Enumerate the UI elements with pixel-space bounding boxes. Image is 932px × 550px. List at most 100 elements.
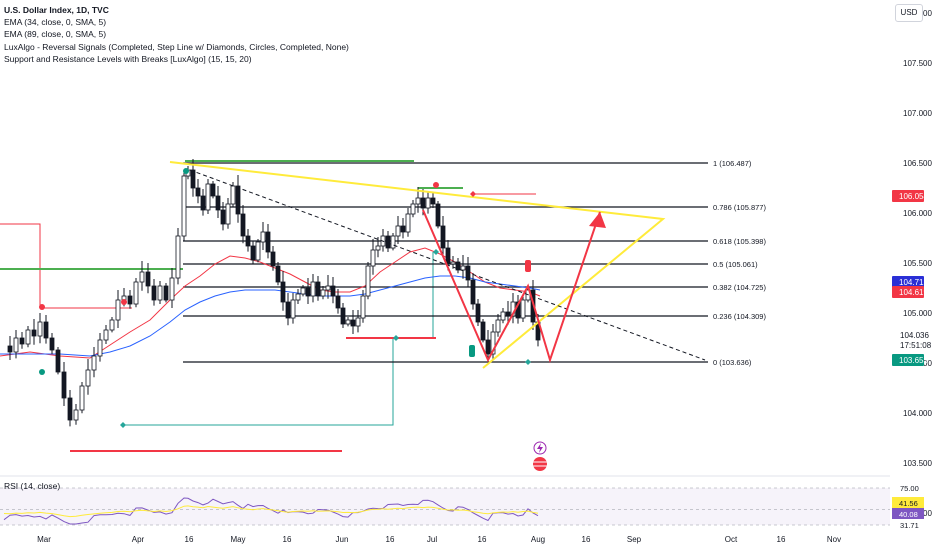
indicator-ema89[interactable]: EMA (89, close, 0, SMA, 5) (4, 29, 107, 40)
pivot-low-marker (183, 168, 189, 174)
time-label: 16 (185, 535, 194, 544)
price-label: 104.036 (900, 331, 929, 340)
candle-body (385, 235, 391, 249)
drawings-layer (169, 161, 706, 369)
candle-body (85, 369, 91, 387)
candle-body (520, 299, 526, 319)
candle-body (7, 345, 13, 353)
fib-level-label: 0.786 (105.877) (713, 203, 766, 212)
candle-body (175, 235, 181, 279)
indicator-support-resistance[interactable]: Support and Resistance Levels with Break… (4, 53, 252, 64)
fib-level-label: 0.5 (105.061) (713, 260, 758, 269)
candle-body (460, 265, 466, 271)
candle-body (505, 311, 511, 317)
candle-body (49, 337, 55, 351)
time-label: 16 (283, 535, 292, 544)
time-label: Sep (627, 535, 642, 544)
rsi-label[interactable]: RSI (14, close) (4, 481, 61, 491)
candle-body (415, 197, 421, 205)
candle-body (355, 317, 361, 327)
candle-body (395, 225, 401, 237)
candle-body (190, 169, 196, 189)
candle-body (169, 277, 175, 301)
candle-body (133, 281, 139, 305)
candle-body (145, 271, 151, 287)
price-tick: 106.500 (903, 159, 932, 168)
candle-body (275, 265, 281, 283)
price-tick: 106.000 (903, 209, 932, 218)
candle-body (200, 195, 206, 211)
candle-body (370, 249, 376, 267)
candle-body (345, 319, 351, 325)
candle-body (375, 245, 381, 251)
time-label: Oct (725, 535, 738, 544)
indicator-ema34[interactable]: EMA (34, close, 0, SMA, 5) (4, 17, 107, 28)
yellow-triangle-drawing (169, 161, 666, 369)
candle-body (485, 339, 491, 355)
candle-body (310, 281, 316, 297)
candle-body (435, 203, 441, 227)
candle-body (340, 307, 346, 325)
time-label: 16 (777, 535, 786, 544)
candle-body (360, 295, 366, 319)
candle-body (151, 285, 157, 301)
diamond-marker (525, 359, 531, 365)
candle-body (280, 281, 286, 303)
candle-body (25, 329, 31, 345)
candle-body (490, 331, 496, 355)
candle-body (300, 287, 306, 295)
candle-body (235, 185, 241, 215)
candle-body (420, 197, 426, 209)
time-label: 16 (478, 535, 487, 544)
price-label: 17:51:08 (900, 341, 932, 350)
rsi-ma-line (3, 505, 539, 518)
candle-body (440, 225, 446, 249)
candle-body (97, 339, 103, 357)
fib-level-label: 0.236 (104.309) (713, 312, 766, 321)
candle-body (290, 299, 296, 319)
rsi-band (0, 488, 890, 525)
diamond-marker (120, 422, 126, 428)
reversal-flag (525, 260, 531, 272)
time-axis[interactable]: Mar Apr 16 May 16 Jun 16 Jul 16 Aug 16 Sep Oct 16 Nov (37, 535, 841, 544)
candle-body (115, 299, 121, 321)
rsi-value-box (892, 497, 924, 508)
candle-body (79, 385, 85, 411)
rsi-value-label: 41.56 (899, 499, 918, 508)
candle-body (55, 349, 61, 373)
candle-body (13, 337, 19, 353)
rsi-value-box (892, 508, 924, 519)
candle-body (455, 261, 461, 271)
currency-button[interactable]: USD (895, 4, 923, 22)
candle-body (109, 319, 115, 331)
candle-body (390, 235, 396, 249)
time-label: 16 (386, 535, 395, 544)
time-label: Apr (132, 535, 145, 544)
candle-body (320, 289, 326, 297)
price-tick: 103.500 (903, 459, 932, 468)
time-label: Mar (37, 535, 51, 544)
candle-body (335, 295, 341, 309)
candle-body (260, 231, 266, 243)
candle-body (61, 371, 67, 399)
candle-body (285, 301, 291, 319)
price-tick: 105.500 (903, 259, 932, 268)
support-resistance-layer (0, 160, 536, 452)
candle-body (450, 261, 456, 265)
us-flag-icon (533, 457, 547, 471)
time-label: 16 (582, 535, 591, 544)
candle-body (73, 409, 79, 421)
candle-body (19, 337, 25, 345)
symbol-title[interactable]: U.S. Dollar Index, 1D, TVC (4, 5, 109, 15)
diamond-marker (470, 191, 476, 197)
candle-body (195, 187, 201, 197)
time-label: Jun (336, 535, 349, 544)
rsi-tick: 75.00 (900, 484, 919, 493)
candle-body (305, 287, 311, 297)
time-label: Nov (827, 535, 841, 544)
price-axis[interactable]: 108.000107.500107.000106.500106.000105.5… (890, 0, 932, 550)
indicator-luxalgo-reversal[interactable]: LuxAlgo - Reversal Signals (Completed, S… (4, 41, 349, 52)
candle-body (205, 183, 211, 211)
